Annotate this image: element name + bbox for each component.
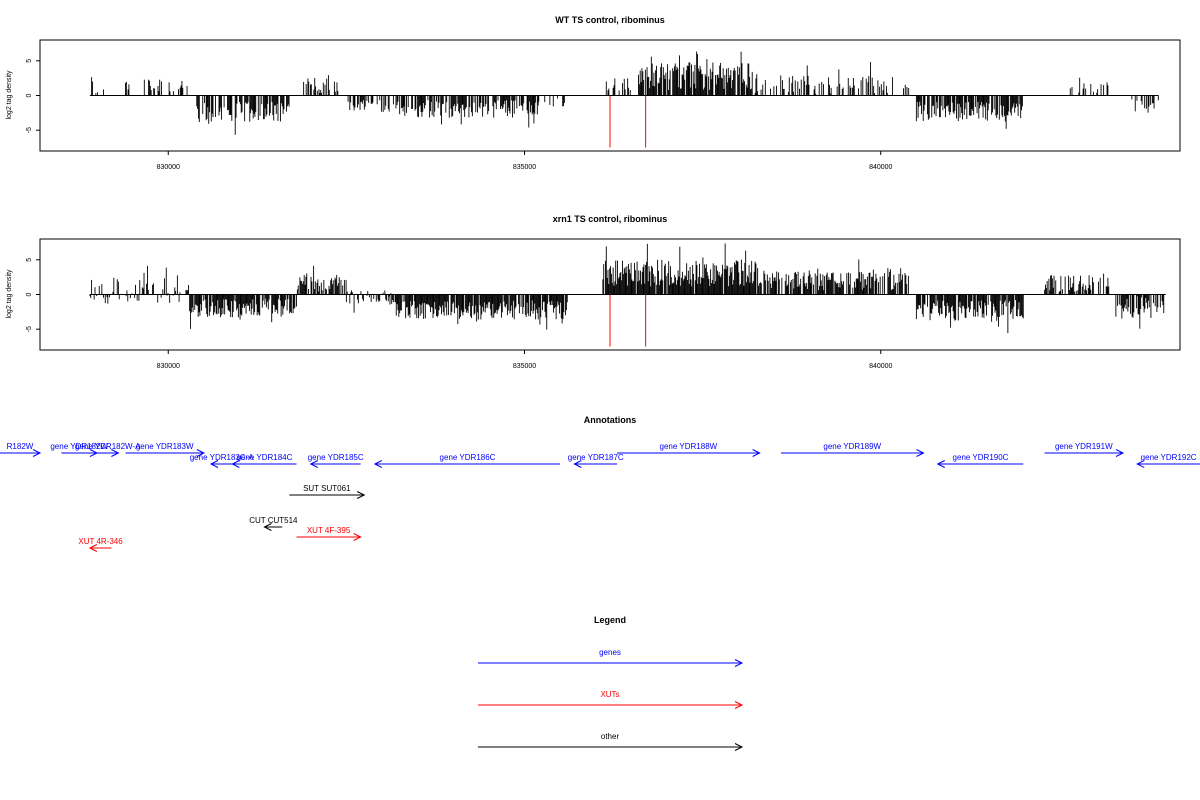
x-tick-label: 830000 bbox=[157, 164, 180, 171]
annotation-feature: gene YDR184C bbox=[231, 453, 297, 468]
legend-item: XUTs bbox=[478, 690, 744, 709]
annotation-feature: gene YDR188W bbox=[617, 442, 761, 457]
annotation-arrowhead bbox=[1136, 460, 1145, 468]
x-tick-label: 835000 bbox=[513, 164, 536, 171]
x-tick-label: 830000 bbox=[157, 363, 180, 370]
xrn1-y-axis-label: log2 tag density bbox=[6, 269, 13, 319]
annotation-label: gene YDR187C bbox=[568, 453, 624, 462]
legend-item: other bbox=[478, 732, 744, 751]
annotation-label: R182W bbox=[7, 442, 34, 451]
wt-panel-title: WT TS control, ribominus bbox=[555, 15, 665, 25]
annotation-feature: gene YDR185C bbox=[308, 453, 364, 468]
legend-arrowhead bbox=[734, 743, 744, 751]
y-tick-label: -5 bbox=[26, 326, 33, 332]
y-tick-label: 0 bbox=[26, 93, 33, 97]
legend-label: XUTs bbox=[600, 690, 619, 699]
annotation-arrowhead bbox=[32, 449, 42, 457]
annotation-feature: XUT 4F-395 bbox=[296, 526, 362, 541]
legend-item: genes bbox=[478, 648, 744, 667]
annotation-arrowhead bbox=[111, 449, 120, 457]
x-tick-label: 840000 bbox=[869, 363, 892, 370]
annotation-arrowhead bbox=[916, 449, 925, 457]
annotation-feature: CUT CUT514 bbox=[249, 516, 298, 531]
annotation-feature: gene YDR187C bbox=[568, 453, 624, 468]
legend: genes XUTs other bbox=[478, 648, 744, 751]
legend-arrowhead bbox=[734, 701, 744, 709]
legend-arrowhead bbox=[734, 659, 744, 667]
annotation-arrowhead bbox=[353, 533, 362, 541]
xrn1-plot-area: -5 0 5 830000 835000 840000 bbox=[26, 238, 1181, 370]
y-tick-label: -5 bbox=[26, 127, 33, 133]
annotation-feature: gene YDR182W-A bbox=[75, 442, 141, 457]
signal-bars bbox=[89, 243, 1165, 334]
x-tick-label: 840000 bbox=[869, 164, 892, 171]
annotation-label: gene YDR182W bbox=[50, 442, 108, 451]
annotation-label: gene YDR186C bbox=[440, 453, 496, 462]
annotation-feature: gene YDR183C-A bbox=[190, 453, 255, 468]
annotation-label: SUT SUT061 bbox=[303, 484, 351, 493]
annotation-feature: gene YDR186C bbox=[373, 453, 561, 468]
annotations-title: Annotations bbox=[584, 415, 637, 425]
y-tick-label: 5 bbox=[26, 258, 33, 262]
legend-title: Legend bbox=[594, 615, 626, 625]
annotation-arrowhead bbox=[209, 460, 219, 468]
annotation-label: CUT CUT514 bbox=[249, 516, 298, 525]
annotation-arrowhead bbox=[573, 460, 582, 468]
annotation-arrowhead bbox=[231, 460, 240, 468]
annotation-feature: SUT SUT061 bbox=[289, 484, 366, 499]
xrn1-panel-title: xrn1 TS control, ribominus bbox=[553, 214, 668, 224]
annotation-arrowhead bbox=[1115, 449, 1125, 457]
annotation-arrowhead bbox=[263, 523, 272, 531]
annotation-label: gene YDR184C bbox=[236, 453, 292, 462]
x-tick-label: 835000 bbox=[513, 363, 536, 370]
annotation-label: gene YDR192C bbox=[1141, 453, 1197, 462]
annotation-arrowhead bbox=[356, 491, 366, 499]
y-tick-label: 0 bbox=[26, 292, 33, 296]
annotation-label: gene YDR183C-A bbox=[190, 453, 255, 462]
annotation-label: gene YDR182W-A bbox=[75, 442, 141, 451]
annotation-feature: XUT 4R-346 bbox=[78, 537, 123, 552]
annotation-label: gene YDR183W bbox=[136, 442, 194, 451]
annotation-label: gene YDR185C bbox=[308, 453, 364, 462]
annotation-label: gene YDR190C bbox=[953, 453, 1009, 462]
annotation-arrowhead bbox=[373, 460, 383, 468]
annotation-feature: gene YDR189W bbox=[781, 442, 925, 457]
annotation-feature: gene YDR192C bbox=[1136, 453, 1200, 468]
annotation-feature: gene YDR183W bbox=[125, 442, 205, 457]
annotation-feature: R182W bbox=[0, 442, 42, 457]
annotation-label: XUT 4F-395 bbox=[307, 526, 351, 535]
signal-bars bbox=[91, 51, 1159, 135]
annotation-arrowhead bbox=[88, 544, 98, 552]
legend-label: other bbox=[601, 732, 620, 741]
annotation-arrowhead bbox=[752, 449, 761, 457]
annotation-feature: gene YDR190C bbox=[936, 453, 1024, 468]
annotation-arrowhead bbox=[309, 460, 318, 468]
wt-y-axis-label: log2 tag density bbox=[6, 70, 13, 120]
annotation-arrowhead bbox=[196, 449, 205, 457]
annotation-label: gene YDR188W bbox=[660, 442, 718, 451]
annotation-label: gene YDR191W bbox=[1055, 442, 1113, 451]
wt-plot-area: -5 0 5 830000 835000 840000 bbox=[26, 39, 1181, 171]
y-tick-label: 5 bbox=[26, 59, 33, 63]
annotation-feature: gene YDR191W bbox=[1044, 442, 1125, 457]
legend-label: genes bbox=[599, 648, 621, 657]
annotation-arrowhead bbox=[936, 460, 945, 468]
annotation-label: gene YDR189W bbox=[823, 442, 881, 451]
annotation-label: XUT 4R-346 bbox=[78, 537, 123, 546]
